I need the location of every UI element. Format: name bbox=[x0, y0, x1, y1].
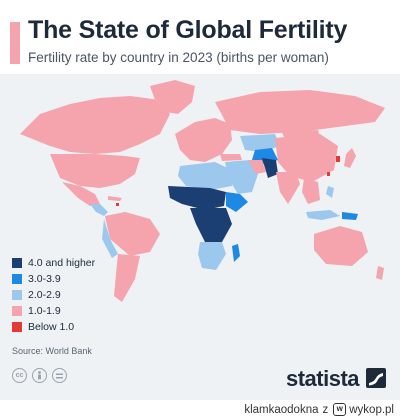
region-australia bbox=[314, 226, 368, 266]
legend-swatch bbox=[12, 306, 22, 316]
region-horn-of-africa bbox=[226, 192, 248, 212]
region-europe bbox=[175, 118, 232, 162]
region-russia bbox=[215, 90, 385, 134]
author-name[interactable]: klamkaodokna bbox=[244, 403, 319, 416]
region-southern-africa bbox=[198, 242, 226, 270]
region-philippines bbox=[326, 186, 334, 198]
equals-icon[interactable] bbox=[52, 368, 67, 383]
creative-commons-icon[interactable]: cc bbox=[12, 368, 27, 383]
infographic-card: The State of Global Fertility Fertility … bbox=[0, 0, 400, 400]
statista-logo-icon[interactable] bbox=[366, 368, 386, 388]
map-legend: 4.0 and higher 3.0-3.9 2.0-2.9 1.0-1.9 B… bbox=[12, 255, 95, 335]
page-title: The State of Global Fertility bbox=[28, 16, 348, 44]
region-greenland bbox=[150, 80, 195, 114]
page-subtitle: Fertility rate by country in 2023 (birth… bbox=[28, 50, 329, 65]
region-middle-east bbox=[225, 160, 258, 194]
region-afghanistan-pakistan bbox=[262, 158, 278, 178]
legend-label: Below 1.0 bbox=[28, 321, 75, 333]
footer-bar: klamkaodokna z w wykop.pl bbox=[0, 400, 400, 420]
region-usa bbox=[50, 154, 140, 188]
region-north-africa bbox=[178, 162, 232, 190]
legend-label: 2.0-2.9 bbox=[28, 289, 61, 301]
region-canada bbox=[20, 96, 170, 154]
region-southern-cone bbox=[114, 254, 140, 302]
legend-item-3: 1.0-1.9 bbox=[12, 303, 95, 319]
legend-swatch bbox=[12, 322, 22, 332]
site-name[interactable]: wykop.pl bbox=[349, 403, 394, 416]
region-china bbox=[275, 134, 338, 182]
region-new-zealand bbox=[376, 266, 384, 280]
region-mongolia bbox=[282, 130, 320, 140]
region-taiwan-hong-kong bbox=[327, 172, 330, 176]
region-mexico bbox=[62, 182, 100, 206]
legend-item-4: Below 1.0 bbox=[12, 319, 95, 335]
brand-wordmark[interactable]: statista bbox=[286, 366, 360, 391]
region-central-africa bbox=[190, 208, 232, 242]
region-south-korea bbox=[336, 156, 340, 162]
region-turkey bbox=[220, 154, 242, 161]
region-southeast-asia bbox=[302, 178, 320, 204]
region-sahel-west-africa bbox=[168, 186, 226, 210]
credit: klamkaodokna z w wykop.pl bbox=[244, 403, 394, 416]
region-madagascar bbox=[232, 244, 240, 262]
connector-text: z bbox=[322, 403, 329, 416]
legend-item-2: 2.0-2.9 bbox=[12, 287, 95, 303]
legend-swatch bbox=[12, 258, 22, 268]
wykop-icon[interactable]: w bbox=[333, 403, 347, 416]
source-note: Source: World Bank bbox=[12, 346, 92, 356]
legend-swatch bbox=[12, 290, 22, 300]
region-iran bbox=[248, 160, 266, 174]
attribution-icon[interactable] bbox=[32, 368, 47, 383]
legend-label: 4.0 and higher bbox=[28, 257, 96, 269]
legend-swatch bbox=[12, 274, 22, 284]
license-icons: cc bbox=[12, 368, 72, 383]
legend-label: 3.0-3.9 bbox=[28, 273, 61, 285]
region-japan bbox=[344, 148, 356, 168]
world-map bbox=[20, 80, 385, 302]
region-kazakhstan bbox=[240, 134, 280, 152]
legend-item-0: 4.0 and higher bbox=[12, 255, 95, 271]
region-south-america-north bbox=[105, 212, 160, 256]
region-indonesia bbox=[306, 210, 340, 220]
region-papua bbox=[342, 212, 358, 220]
region-puerto-rico bbox=[116, 203, 119, 206]
legend-label: 1.0-1.9 bbox=[28, 305, 61, 317]
region-andes bbox=[102, 219, 118, 258]
region-caribbean bbox=[108, 196, 122, 201]
title-accent-bar bbox=[10, 22, 20, 64]
region-india bbox=[276, 172, 300, 204]
region-central-america bbox=[90, 204, 108, 216]
legend-item-1: 3.0-3.9 bbox=[12, 271, 95, 287]
header: The State of Global Fertility Fertility … bbox=[0, 0, 400, 74]
